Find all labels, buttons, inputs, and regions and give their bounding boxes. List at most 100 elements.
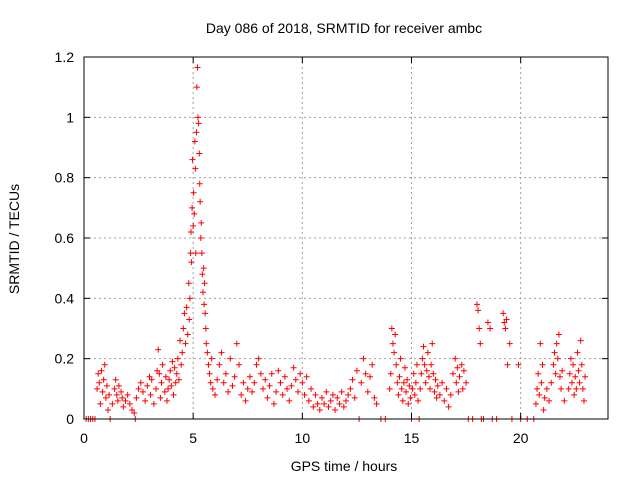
data-point bbox=[216, 361, 223, 368]
data-point bbox=[574, 349, 581, 356]
data-point bbox=[367, 373, 374, 380]
data-point bbox=[316, 406, 323, 413]
data-point bbox=[539, 361, 546, 368]
data-point bbox=[172, 379, 179, 386]
data-point bbox=[436, 391, 443, 398]
data-point bbox=[447, 391, 454, 398]
data-point bbox=[208, 355, 215, 362]
data-point bbox=[194, 114, 201, 121]
data-point bbox=[434, 382, 441, 389]
data-point bbox=[568, 379, 575, 386]
data-point bbox=[301, 391, 308, 398]
data-point bbox=[386, 385, 393, 392]
data-point bbox=[550, 361, 557, 368]
data-point bbox=[122, 397, 129, 404]
data-point bbox=[358, 379, 365, 386]
data-point bbox=[345, 391, 352, 398]
data-point bbox=[98, 367, 105, 374]
data-point bbox=[94, 385, 101, 392]
data-point bbox=[412, 379, 419, 386]
data-point bbox=[453, 379, 460, 386]
data-point bbox=[186, 316, 193, 323]
data-point bbox=[286, 397, 293, 404]
data-point bbox=[400, 379, 407, 386]
data-point bbox=[262, 376, 269, 383]
data-point bbox=[119, 394, 126, 401]
data-point bbox=[177, 337, 184, 344]
data-points bbox=[83, 64, 589, 422]
x-tick-labels: 0 5 10 15 20 bbox=[80, 430, 529, 446]
data-point bbox=[192, 165, 199, 172]
data-point bbox=[137, 379, 144, 386]
data-point bbox=[186, 295, 193, 302]
data-point bbox=[393, 361, 400, 368]
data-point bbox=[477, 340, 484, 347]
data-point bbox=[195, 120, 202, 127]
data-point bbox=[202, 325, 209, 332]
data-point bbox=[314, 400, 321, 407]
data-point bbox=[277, 379, 284, 386]
data-point bbox=[415, 397, 422, 404]
data-point bbox=[148, 376, 155, 383]
data-point bbox=[431, 388, 438, 395]
data-point bbox=[201, 280, 208, 287]
data-point bbox=[100, 376, 107, 383]
data-point bbox=[417, 385, 424, 392]
data-point bbox=[535, 370, 542, 377]
data-point bbox=[403, 388, 410, 395]
data-point bbox=[174, 355, 181, 362]
data-point bbox=[236, 361, 243, 368]
data-point bbox=[273, 388, 280, 395]
data-point bbox=[268, 370, 275, 377]
data-point bbox=[394, 379, 401, 386]
data-point bbox=[551, 349, 558, 356]
data-point bbox=[185, 280, 192, 287]
data-point bbox=[142, 397, 149, 404]
data-point bbox=[546, 397, 553, 404]
data-point bbox=[433, 394, 440, 401]
data-point bbox=[103, 382, 110, 389]
data-point bbox=[182, 340, 189, 347]
data-point bbox=[392, 331, 399, 338]
data-point bbox=[144, 382, 151, 389]
data-point bbox=[396, 373, 403, 380]
data-point bbox=[503, 316, 510, 323]
data-point bbox=[161, 388, 168, 395]
data-point bbox=[189, 156, 196, 163]
data-point bbox=[541, 394, 548, 401]
data-point bbox=[133, 394, 140, 401]
data-point bbox=[553, 340, 560, 347]
data-point bbox=[131, 409, 138, 416]
data-point bbox=[242, 397, 249, 404]
data-point bbox=[184, 331, 191, 338]
data-point bbox=[135, 385, 142, 392]
data-point bbox=[193, 84, 200, 91]
data-point bbox=[388, 325, 395, 332]
data-point bbox=[455, 388, 462, 395]
y-tick-labels: 0 0.2 0.4 0.6 0.8 1 1.2 bbox=[55, 49, 75, 427]
data-point bbox=[308, 385, 315, 392]
data-point bbox=[332, 406, 339, 413]
data-point bbox=[169, 358, 176, 365]
data-point bbox=[561, 397, 568, 404]
data-point bbox=[198, 250, 205, 257]
data-point bbox=[577, 337, 584, 344]
data-point bbox=[397, 355, 404, 362]
data-point bbox=[115, 382, 122, 389]
data-point bbox=[413, 361, 420, 368]
data-point bbox=[197, 198, 204, 205]
data-point bbox=[244, 385, 251, 392]
x-axis-label: GPS time / hours bbox=[291, 458, 398, 474]
data-point bbox=[126, 400, 133, 407]
data-point bbox=[199, 289, 206, 296]
data-point bbox=[452, 355, 459, 362]
data-point bbox=[120, 403, 127, 410]
data-point bbox=[515, 361, 522, 368]
data-point bbox=[165, 385, 172, 392]
data-point bbox=[421, 361, 428, 368]
data-point bbox=[205, 361, 212, 368]
data-point bbox=[399, 397, 406, 404]
data-point bbox=[391, 349, 398, 356]
data-point bbox=[373, 400, 380, 407]
